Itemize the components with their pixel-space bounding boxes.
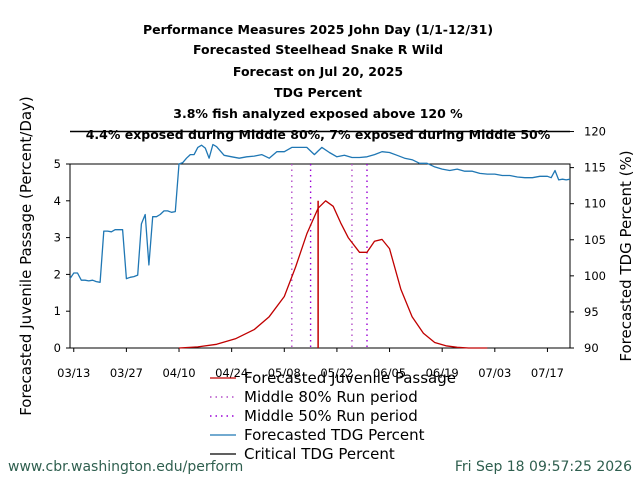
right-axis-ticks: 90 95 100 105 110 115 120 [570,125,606,355]
legend-label: Critical TDG Percent [244,445,395,463]
y-left-tick-label: 5 [54,157,61,171]
left-axis-ticks: 0 1 2 3 4 5 [54,157,70,355]
y-right-tick-label: 115 [584,161,606,175]
series-lines [69,130,571,349]
y-right-tick-label: 110 [584,197,606,211]
x-tick-label: 07/17 [531,366,564,380]
y-right-tick-label: 95 [584,305,599,319]
juvenile-passage-line [178,200,488,349]
title-line-6: 4.4% exposed during Middle 80%, 7% expos… [86,127,551,142]
y-right-tick-label: 100 [584,269,606,283]
legend-label: Forecasted Juvenile Passage [244,369,456,387]
footer-url: www.cbr.washington.edu/perform [8,459,243,475]
x-tick-label: 07/03 [478,366,511,380]
y-left-tick-label: 0 [54,341,61,355]
y-left-tick-label: 4 [54,194,61,208]
y-axis-label-right: Forecasted TDG Percent (%) [617,150,635,361]
legend-label: Middle 80% Run period [244,388,418,406]
y-right-tick-label: 105 [584,233,606,247]
footer-timestamp: Fri Sep 18 09:57:25 2026 [455,459,632,475]
x-tick-label: 04/24 [215,366,248,380]
title-line-5: 3.8% fish analyzed exposed above 120 % [173,106,463,121]
title-line-3: Forecast on Jul 20, 2025 [233,64,403,79]
x-tick-label: 03/27 [110,366,143,380]
x-axis-ticks: 03/13 03/27 04/10 04/24 05/08 05/22 06/05 06/19… [57,348,564,380]
x-tick-label: 03/13 [57,366,90,380]
plot-frame [69,163,571,349]
y-right-tick-label: 90 [584,341,599,355]
y-left-tick-label: 2 [54,267,61,281]
y-left-tick-label: 1 [54,304,61,318]
x-tick-label: 06/05 [373,366,406,380]
x-tick-label: 04/10 [162,366,195,380]
chart-titles: Performance Measures 2025 John Day (1/1-… [86,22,551,142]
title-line-2: Forecasted Steelhead Snake R Wild [193,42,443,57]
y-left-tick-label: 3 [54,231,61,245]
legend-label: Middle 50% Run period [244,407,418,425]
title-line-4: TDG Percent [274,85,362,100]
title-line-1: Performance Measures 2025 John Day (1/1-… [143,22,493,37]
y-axis-label-left: Forecasted Juvenile Passage (Percent/Day… [17,96,35,416]
x-tick-label: 05/08 [268,366,301,380]
x-tick-label: 05/22 [320,366,353,380]
y-right-tick-label: 120 [584,125,606,139]
legend-label: Forecasted TDG Percent [244,426,425,444]
tdg-percent-line [69,143,571,283]
x-tick-label: 06/19 [426,366,459,380]
run-period-lines [291,164,368,348]
